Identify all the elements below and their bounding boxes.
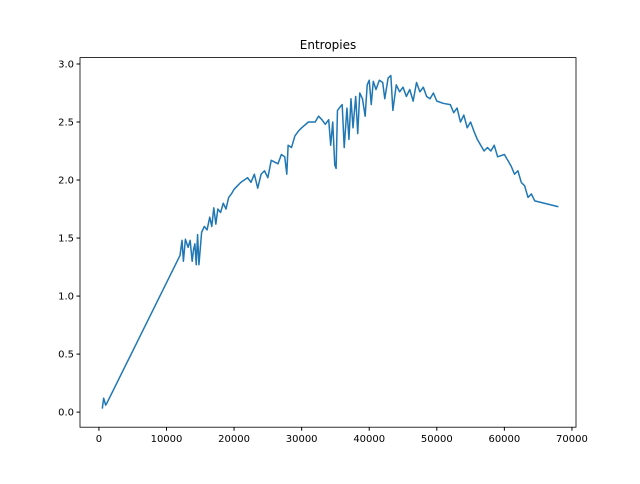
x-tick-label: 20000 (218, 434, 250, 445)
x-tick-label: 50000 (421, 434, 453, 445)
y-tick-label: 2.0 (58, 176, 74, 187)
x-tick-label: 60000 (488, 434, 520, 445)
y-tick-label: 1.5 (58, 234, 74, 245)
chart-title: Entropies (300, 38, 357, 52)
x-tick-label: 10000 (151, 434, 183, 445)
y-tick-label: 2.5 (58, 118, 74, 129)
y-tick-label: 0.0 (58, 408, 74, 419)
x-tick-label: 30000 (286, 434, 318, 445)
plot-frame (79, 57, 577, 428)
data-line (101, 74, 559, 409)
y-tick-label: 3.0 (58, 59, 74, 70)
x-tick-label: 0 (96, 434, 102, 445)
y-tick-label: 1.0 (58, 292, 74, 303)
y-tick-label: 0.5 (58, 350, 74, 361)
x-tick-label: 40000 (353, 434, 385, 445)
x-tick-label: 70000 (556, 434, 588, 445)
